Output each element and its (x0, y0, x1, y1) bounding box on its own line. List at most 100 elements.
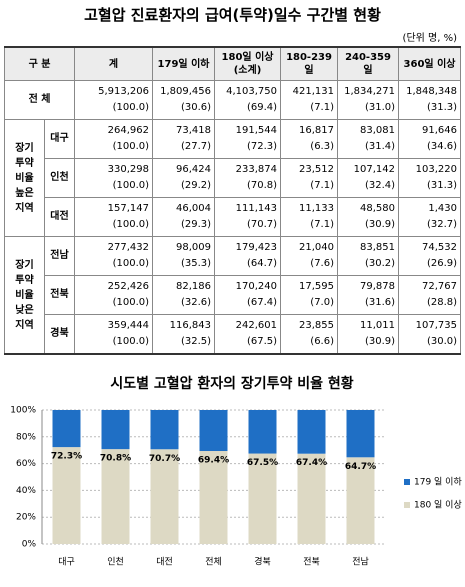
cell-line: (28.8) (426, 297, 458, 308)
chart: 시도별 고혈압 환자의 장기투약 비율 현황 0% 20% 40% 60% 80% 100… (10, 375, 462, 568)
unit: (단위 명, %) (402, 33, 457, 44)
bar-segment (297, 453, 326, 544)
cell: 179,423 (64.7) (214, 236, 282, 276)
y-tick-label: 100% (10, 406, 36, 416)
x-tick-label: 인천 (107, 557, 124, 568)
y-tick-label: 40% (16, 486, 36, 496)
group-label: 장기 투약 비율 낮은 지역 (4, 236, 45, 355)
bar-segment (52, 447, 81, 544)
cell-line: (27.7) (180, 141, 212, 152)
header-cell: 180일 이상 (소계) (214, 46, 282, 81)
region-row: 경북 359,444 (100.0) 116,843 (32.5) 242,601 (67.… (5, 314, 462, 355)
cell-line: (7.1) (310, 219, 335, 230)
legend-swatch (404, 479, 410, 485)
region-row: 인천 330,298 (100.0) 96,424 (29.2) 233,874 (70.8… (5, 158, 462, 198)
cell-line: 23,512 (299, 164, 335, 175)
cell-line: (69.4) (246, 102, 278, 113)
value-label: 70.7% (149, 454, 180, 464)
cell-line: 1,848,348 (406, 86, 458, 97)
header-line: (소계) (233, 65, 262, 76)
cell: 107,142 (32.4) (337, 158, 400, 198)
value-label: 64.7% (345, 462, 376, 472)
cell-line: 191,544 (235, 125, 278, 136)
cell-line: 1,430 (428, 203, 458, 214)
cell-line: 179,423 (235, 242, 278, 253)
cell-line: (35.3) (180, 258, 212, 269)
cell: 191,544 (72.3) (214, 119, 282, 159)
cell: 72,767 (28.8) (398, 275, 462, 315)
cell-line: 330,298 (107, 164, 150, 175)
x-tick-label: 대구 (58, 557, 75, 568)
cell-line: (31.4) (364, 141, 396, 152)
cell-line: (30.9) (364, 336, 396, 347)
cell-line: 72,767 (422, 281, 458, 292)
cell: 74,532 (26.9) (398, 236, 462, 276)
cell-line: (64.7) (246, 258, 278, 269)
cell-line: 16,817 (299, 125, 335, 136)
cell: 96,424 (29.2) (152, 158, 216, 198)
value-label: 67.4% (296, 458, 327, 468)
cell: 23,855 (6.6) (280, 314, 339, 355)
cell: 11,133 (7.1) (280, 197, 339, 237)
header-cell: 구 분 (3, 46, 76, 81)
row-label: 대구 (43, 119, 76, 159)
group-line: 낮은 (15, 304, 34, 316)
cell: 83,851 (30.2) (337, 236, 400, 276)
cell-line: 1,809,456 (160, 86, 212, 97)
cell-line: (32.7) (426, 219, 458, 230)
cell: 73,418 (27.7) (152, 119, 216, 159)
cell-line: (30.0) (426, 336, 458, 347)
row-label: 대전 (43, 197, 76, 237)
cell-line: 83,851 (360, 242, 396, 253)
group-line: 비율 (15, 172, 34, 184)
cell: 1,848,348 (31.3) (398, 80, 462, 120)
cell-line: 96,424 (176, 164, 212, 175)
cell: 252,426 (100.0) (74, 275, 154, 315)
bar-segment (346, 410, 375, 458)
cell: 330,298 (100.0) (74, 158, 154, 198)
bar-segment (52, 410, 81, 448)
cell-line: 74,532 (422, 242, 458, 253)
value-label: 72.3% (51, 452, 82, 462)
cell-line: (31.6) (364, 297, 396, 308)
cell-line: 83,081 (360, 125, 396, 136)
value-label: 67.5% (247, 458, 278, 468)
cell: 79,878 (31.6) (337, 275, 400, 315)
header-cell: 240-359일 (337, 46, 400, 81)
header-row: 구 분 계 179일 이하 180일 이상 (소계) 180-239일 240-359일 36… (3, 46, 462, 81)
bar-segment (297, 410, 326, 454)
bar-segment (199, 410, 228, 452)
cell: 242,601 (67.5) (214, 314, 282, 355)
cell-line: 157,147 (107, 203, 150, 214)
bar-segment (150, 410, 179, 450)
cell-line: 252,426 (107, 281, 150, 292)
cell: 21,040 (7.6) (280, 236, 339, 276)
cell-line: (100.0) (112, 180, 150, 191)
value-label: 69.4% (198, 456, 229, 466)
cell-line: (6.3) (310, 141, 335, 152)
cell: 16,817 (6.3) (280, 119, 339, 159)
cell-line: 98,009 (176, 242, 212, 253)
cell-line: 23,855 (299, 320, 335, 331)
cell-line: (7.1) (310, 102, 335, 113)
cell: 48,580 (30.9) (337, 197, 400, 237)
bar-segment (199, 451, 228, 544)
group-line: 장기 (15, 142, 34, 154)
bar-segment (248, 453, 277, 544)
cell-line: (34.6) (426, 141, 458, 152)
cell-line: 73,418 (176, 125, 212, 136)
cell: 82,186 (32.6) (152, 275, 216, 315)
cell-line: (7.1) (310, 180, 335, 191)
cell-line: (31.3) (426, 180, 458, 191)
cell-line: (29.3) (180, 219, 212, 230)
bar-segment (101, 449, 130, 544)
cell: 5,913,206 (100.0) (74, 80, 154, 120)
cell-line: (31.3) (426, 102, 458, 113)
cell-line: 264,962 (107, 125, 150, 136)
x-tick-label: 전남 (352, 557, 369, 568)
cell-line: 421,131 (292, 86, 335, 97)
y-tick-label: 0% (22, 540, 37, 550)
cell-line: 233,874 (235, 164, 278, 175)
x-tick-label: 대전 (156, 557, 173, 568)
row-label: 전남 (43, 236, 76, 276)
